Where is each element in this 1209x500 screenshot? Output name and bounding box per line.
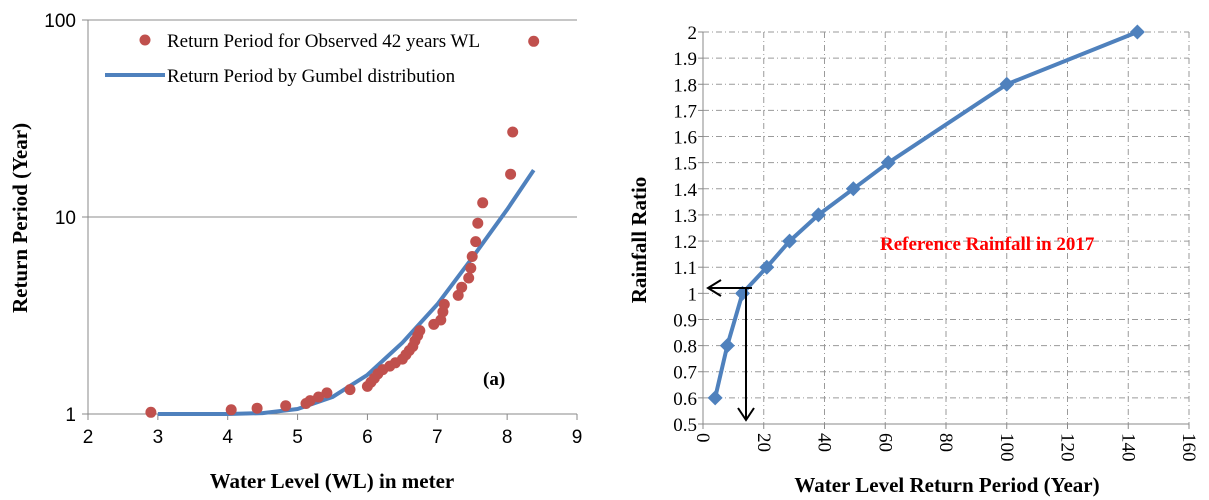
- rainfall-ratio-marker: [1129, 24, 1145, 40]
- observed-point: [438, 298, 450, 310]
- reference-annotation: Reference Rainfall in 2017: [880, 234, 1095, 255]
- left-y-tick-label: 10: [55, 208, 76, 229]
- rainfall-ratio-marker: [707, 390, 723, 406]
- legend-marker-observed: [139, 34, 151, 46]
- right-y-tick-label: 1.4: [673, 180, 697, 201]
- observed-point: [456, 281, 468, 293]
- right-x-tick-label: 80: [935, 433, 956, 452]
- rainfall-ratio-marker: [782, 233, 798, 249]
- left-x-tick-label: 9: [572, 427, 583, 448]
- right-x-tick-label: 160: [1178, 433, 1199, 462]
- right-x-axis-title: Water Level Return Period (Year): [794, 473, 1099, 497]
- right-x-tick-label: 40: [814, 433, 835, 452]
- rainfall-ratio-marker: [810, 207, 826, 223]
- right-tick-labels: 0.5 0.6 0.7 0.8 0.9 1 1.1 1.2 1.3 1.4 1.5 1.6 1.7 1.8…: [673, 23, 1199, 462]
- reference-arrow-horizontal-head: [706, 279, 722, 297]
- right-y-tick-label: 1.3: [673, 206, 697, 227]
- observed-point: [470, 236, 482, 248]
- observed-point: [507, 126, 519, 138]
- observed-point: [465, 262, 477, 274]
- right-y-tick-label: 0.8: [673, 337, 697, 358]
- observed-point: [452, 289, 464, 301]
- right-y-tick-label: 1.8: [673, 75, 697, 96]
- right-y-tick-label: 1.6: [673, 128, 697, 149]
- left-y-axis-title: Return Period (Year): [8, 123, 32, 313]
- right-x-tick-label: 120: [1057, 433, 1078, 462]
- rainfall-ratio-marker: [719, 338, 735, 354]
- observed-point: [251, 402, 263, 414]
- rainfall-ratio-line: [713, 30, 1139, 399]
- right-x-tick-label: 140: [1117, 433, 1138, 462]
- legend-label-gumbel: Return Period by Gumbel distribution: [167, 66, 456, 87]
- rainfall-ratio-marker: [759, 259, 775, 275]
- observed-point: [344, 384, 356, 396]
- observed-point: [472, 217, 484, 229]
- right-gridlines: [703, 31, 1190, 424]
- right-y-tick-label: 1.9: [673, 49, 697, 70]
- left-y-tick-label: 1: [65, 405, 76, 426]
- right-y-tick-label: 1.2: [673, 232, 697, 253]
- left-chart: 1 10 100 2 3 4 5 6 7 8 9 Return Period for Observe…: [8, 11, 582, 493]
- left-x-tick-label: 4: [222, 427, 233, 448]
- right-x-tick-label: 60: [874, 433, 895, 452]
- right-chart: 0.5 0.6 0.7 0.8 0.9 1 1.1 1.2 1.3 1.4 1.5 1.6 1.7 1.8…: [627, 23, 1199, 497]
- right-y-tick-label: 0.9: [673, 310, 697, 331]
- right-y-tick-label: 0.7: [673, 363, 697, 384]
- right-y-tick-label: 2: [688, 23, 698, 44]
- observed-point: [145, 406, 157, 418]
- right-y-axis-title: Rainfall Ratio: [627, 177, 651, 304]
- left-y-tick-label: 100: [44, 11, 76, 32]
- left-series: [145, 35, 540, 418]
- observed-point: [528, 35, 540, 47]
- right-y-tick-label: 0.6: [673, 389, 697, 410]
- left-x-tick-label: 8: [502, 427, 513, 448]
- observed-point: [321, 387, 333, 399]
- left-x-tick-label: 6: [362, 427, 373, 448]
- observed-point: [313, 391, 324, 403]
- legend-label-observed: Return Period for Observed 42 years WL: [167, 31, 480, 52]
- observed-point: [280, 400, 292, 412]
- gumbel-line: [157, 168, 536, 416]
- right-y-tick-label: 1: [688, 284, 698, 305]
- reference-arrow-vertical-head: [737, 407, 755, 422]
- reference-arrows: [706, 279, 755, 422]
- right-x-tick-label: 20: [753, 433, 774, 452]
- right-y-tick-label: 1.1: [673, 258, 697, 279]
- observed-point: [463, 272, 475, 284]
- observed-point: [505, 168, 517, 180]
- left-x-tick-label: 5: [292, 427, 303, 448]
- rainfall-ratio-marker: [880, 155, 896, 171]
- observed-point: [414, 325, 426, 337]
- right-x-tick-label: 0: [692, 433, 713, 443]
- left-x-tick-label: 7: [432, 427, 443, 448]
- rainfall-ratio-marker: [999, 76, 1015, 92]
- right-y-tick-label: 0.5: [673, 415, 697, 436]
- right-y-tick-label: 1.7: [673, 101, 697, 122]
- observed-point: [477, 197, 489, 209]
- left-x-tick-label: 3: [153, 427, 164, 448]
- observed-point: [466, 251, 478, 262]
- left-legend: Return Period for Observed 42 years WL R…: [105, 31, 480, 87]
- left-gridlines: [88, 19, 577, 218]
- panel-label-a: (a): [483, 369, 505, 390]
- right-y-tick-label: 1.5: [673, 154, 697, 175]
- right-x-tick-label: 100: [996, 433, 1017, 462]
- rainfall-ratio-marker: [845, 181, 861, 197]
- observed-point: [304, 395, 316, 407]
- left-x-axis-title: Water Level (WL) in meter: [210, 469, 455, 493]
- observed-point: [225, 404, 237, 416]
- left-x-tick-label: 2: [83, 427, 94, 448]
- left-tick-labels: 1 10 100 2 3 4 5 6 7 8 9: [44, 11, 582, 448]
